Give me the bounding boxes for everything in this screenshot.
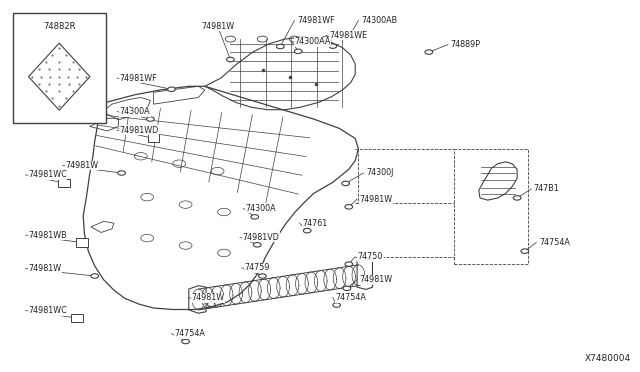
Text: 74981W: 74981W <box>65 161 99 170</box>
Text: 74981W: 74981W <box>28 264 61 273</box>
Text: 74981W: 74981W <box>201 22 234 31</box>
Text: 74981WE: 74981WE <box>329 31 367 40</box>
Text: 74300A: 74300A <box>120 107 150 116</box>
Text: 74981VD: 74981VD <box>243 233 280 242</box>
Text: 74981WB: 74981WB <box>28 231 67 240</box>
Text: 74981W: 74981W <box>360 275 393 284</box>
Text: 74981W: 74981W <box>360 195 393 203</box>
Circle shape <box>227 57 234 62</box>
Bar <box>148 134 159 142</box>
Circle shape <box>329 44 337 48</box>
Text: 74754A: 74754A <box>335 293 366 302</box>
Circle shape <box>207 302 215 307</box>
Text: 74981WD: 74981WD <box>120 126 159 135</box>
Text: 74754A: 74754A <box>539 238 570 247</box>
Text: 74300J: 74300J <box>366 169 394 177</box>
Text: 74981WC: 74981WC <box>28 170 67 179</box>
Bar <box>58 179 70 187</box>
Text: X7480004: X7480004 <box>584 354 630 363</box>
Circle shape <box>253 243 261 247</box>
Bar <box>71 314 83 322</box>
Text: 74300AB: 74300AB <box>361 16 397 25</box>
Circle shape <box>294 49 302 54</box>
Circle shape <box>303 228 311 233</box>
Text: 74981WC: 74981WC <box>28 306 67 315</box>
Bar <box>454 149 528 264</box>
Circle shape <box>343 286 351 291</box>
Text: 74300A: 74300A <box>246 204 276 213</box>
Circle shape <box>251 215 259 219</box>
Circle shape <box>333 303 340 307</box>
Text: 74759: 74759 <box>244 263 270 272</box>
Circle shape <box>342 181 349 186</box>
Circle shape <box>345 205 353 209</box>
Text: 74981WF: 74981WF <box>120 74 157 83</box>
Text: 74981W: 74981W <box>191 293 225 302</box>
Text: 747B1: 747B1 <box>534 185 559 193</box>
Text: 74889P: 74889P <box>451 40 481 49</box>
Text: 74882R: 74882R <box>43 22 76 31</box>
Bar <box>76 238 88 247</box>
Circle shape <box>168 87 175 92</box>
Circle shape <box>425 50 433 54</box>
Text: 74750: 74750 <box>358 252 383 261</box>
Circle shape <box>259 274 266 278</box>
Text: 74761: 74761 <box>302 219 327 228</box>
Circle shape <box>118 171 125 175</box>
Text: 74754A: 74754A <box>174 329 205 338</box>
Circle shape <box>521 249 529 253</box>
Circle shape <box>345 262 353 266</box>
Text: 74981WF: 74981WF <box>297 16 335 25</box>
Text: 74300AA: 74300AA <box>294 37 331 46</box>
Circle shape <box>276 44 284 49</box>
Circle shape <box>345 35 353 39</box>
Circle shape <box>147 117 154 121</box>
Circle shape <box>513 196 521 200</box>
Circle shape <box>91 274 99 278</box>
Circle shape <box>182 339 189 344</box>
Bar <box>13 13 106 123</box>
